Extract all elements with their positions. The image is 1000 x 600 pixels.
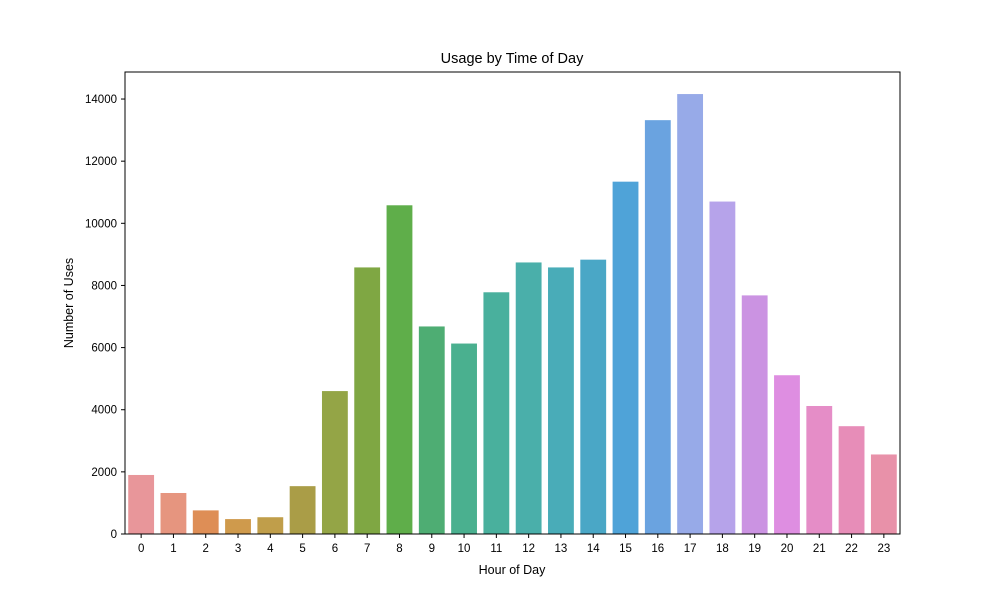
x-tick-label-16: 16 — [651, 543, 664, 555]
x-tick-label-15: 15 — [619, 543, 632, 555]
plot-frame — [124, 71, 901, 535]
x-tick-label-23: 23 — [877, 543, 890, 555]
bar-hour-4 — [257, 517, 284, 534]
bar-hour-0 — [128, 474, 155, 534]
x-tick-label-22: 22 — [845, 543, 858, 555]
x-tick-label-1: 1 — [170, 543, 176, 555]
bar-hour-3 — [225, 519, 251, 534]
x-tick-label-14: 14 — [587, 543, 600, 555]
y-tick-label-14000: 14000 — [85, 94, 117, 106]
x-tick-label-20: 20 — [781, 543, 794, 555]
bar-hour-8 — [386, 205, 413, 534]
x-tick-label-13: 13 — [555, 543, 568, 555]
x-tick-label-6: 6 — [332, 543, 338, 555]
y-tick-label-6000: 6000 — [91, 343, 117, 355]
x-axis-ticks: 0 1 2 3 4 5 6 7 8 9 10 11 12 13 14 15 16 17 18 19 20 21 22 23 — [138, 534, 890, 555]
x-axis-label: Hour of Day — [479, 563, 546, 577]
y-tick-label-2000: 2000 — [91, 467, 117, 479]
bar-hour-19 — [741, 295, 768, 534]
bar-hour-9 — [418, 326, 445, 534]
chart-title: Usage by Time of Day — [441, 51, 584, 67]
x-tick-label-2: 2 — [203, 543, 209, 555]
x-tick-label-9: 9 — [429, 543, 435, 555]
x-tick-label-5: 5 — [299, 543, 305, 555]
x-tick-label-18: 18 — [716, 543, 729, 555]
x-tick-label-10: 10 — [458, 543, 471, 555]
x-tick-label-3: 3 — [235, 543, 241, 555]
bar-hour-11 — [483, 292, 510, 534]
bar-hour-15 — [612, 181, 639, 535]
x-tick-label-21: 21 — [813, 543, 826, 555]
bar-hour-18 — [709, 201, 736, 534]
bar-hour-21 — [806, 405, 833, 534]
bar-hour-5 — [289, 486, 316, 534]
x-tick-label-17: 17 — [684, 543, 697, 555]
bar-hour-16 — [644, 120, 671, 535]
bars-group — [128, 94, 897, 535]
bar-hour-1 — [160, 492, 187, 534]
y-axis-ticks: 0 2000 4000 6000 8000 10000 12000 14000 — [85, 94, 125, 541]
bar-hour-20 — [774, 375, 800, 534]
y-tick-label-10000: 10000 — [85, 218, 117, 230]
y-tick-label-12000: 12000 — [85, 156, 117, 168]
y-tick-label-4000: 4000 — [91, 405, 117, 417]
x-tick-label-11: 11 — [490, 543, 502, 555]
x-tick-label-4: 4 — [267, 543, 274, 555]
x-tick-label-12: 12 — [522, 543, 535, 555]
bar-hour-7 — [354, 267, 381, 534]
bar-hour-10 — [451, 343, 477, 534]
bar-hour-22 — [838, 426, 865, 534]
x-tick-label-8: 8 — [396, 543, 402, 555]
bar-hour-13 — [548, 267, 574, 534]
y-tick-label-8000: 8000 — [91, 280, 117, 292]
x-tick-label-7: 7 — [364, 543, 370, 555]
x-tick-label-19: 19 — [748, 543, 761, 555]
bar-hour-14 — [580, 259, 607, 534]
bar-hour-6 — [321, 391, 348, 534]
bar-hour-23 — [870, 454, 897, 534]
x-tick-label-0: 0 — [138, 543, 144, 555]
bar-hour-12 — [515, 262, 542, 534]
bar-hour-17 — [677, 94, 704, 535]
y-axis-label: Number of Uses — [62, 258, 76, 348]
y-tick-label-0: 0 — [111, 529, 117, 541]
bar-hour-2 — [192, 510, 219, 534]
